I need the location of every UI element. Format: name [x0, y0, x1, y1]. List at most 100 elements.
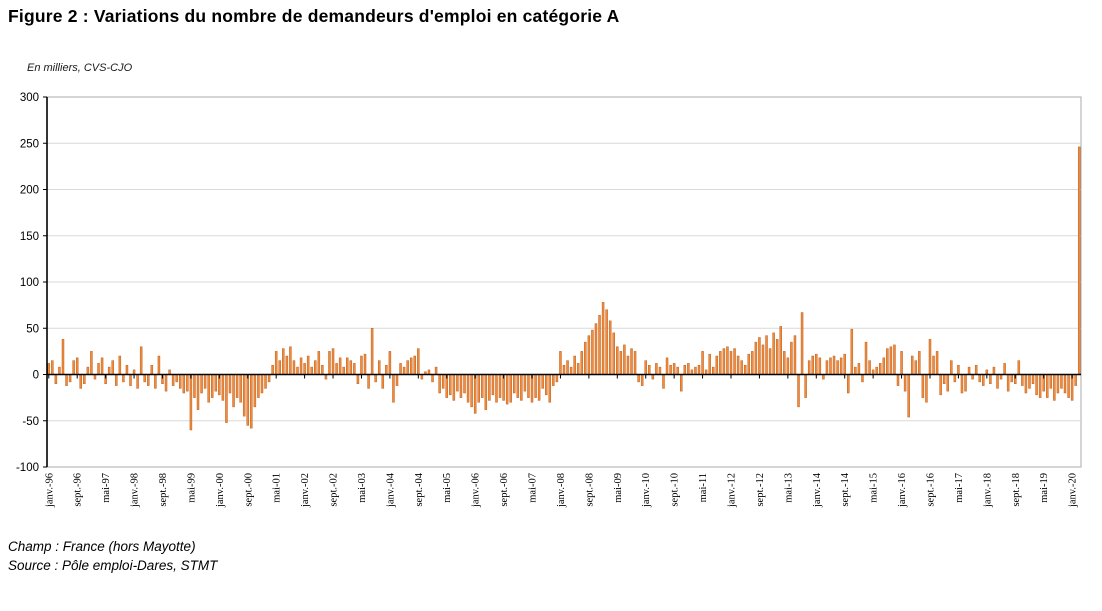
bar	[232, 374, 235, 408]
bar	[484, 374, 488, 410]
bar	[878, 363, 882, 375]
bar	[107, 366, 111, 375]
x-axis-tick-label: mai-15	[869, 473, 880, 503]
bar	[360, 355, 363, 375]
bar	[921, 374, 925, 398]
bar	[676, 366, 679, 375]
bar	[495, 374, 498, 403]
y-axis-tick-label: 100	[20, 277, 39, 289]
bar	[356, 374, 360, 384]
bar	[843, 353, 846, 375]
bar	[772, 332, 775, 375]
bar	[740, 360, 743, 375]
bar	[278, 360, 281, 375]
bar	[768, 348, 772, 375]
y-axis-tick-label: 50	[26, 323, 39, 335]
bar	[118, 355, 122, 375]
bar	[644, 360, 647, 375]
bar	[274, 351, 278, 375]
bar	[253, 374, 257, 408]
bar	[171, 374, 175, 386]
x-axis-tick-label: sept.-06	[499, 473, 510, 507]
bar	[715, 355, 719, 375]
x-axis-tick-label: sept.-98	[158, 473, 169, 507]
bar	[818, 357, 822, 375]
x-axis-tick-label: mai-03	[357, 473, 368, 503]
bar	[733, 348, 736, 375]
bar	[719, 351, 722, 375]
bar	[537, 374, 541, 401]
bar	[996, 374, 999, 389]
bar	[989, 374, 992, 384]
bar	[729, 351, 733, 375]
bar	[463, 374, 466, 394]
bar	[459, 374, 463, 398]
bar	[377, 360, 381, 375]
bar	[616, 346, 619, 375]
bar	[456, 374, 459, 392]
bar	[189, 374, 193, 431]
bar	[747, 353, 751, 375]
bar	[669, 365, 672, 375]
bar	[54, 374, 58, 384]
x-axis-tick-label: janv.-02	[300, 473, 311, 508]
x-axis-tick-label: janv.-08	[556, 473, 567, 508]
bar	[449, 374, 452, 396]
bar	[658, 366, 662, 375]
bar	[648, 365, 651, 375]
bar	[953, 374, 957, 383]
bar	[1045, 374, 1049, 398]
bar	[346, 357, 349, 375]
bar	[285, 355, 289, 375]
bar	[292, 360, 296, 375]
x-axis-tick-label: janv.-98	[130, 473, 141, 508]
bar	[804, 374, 807, 398]
bar	[662, 374, 665, 389]
bar	[143, 374, 146, 383]
bar	[289, 346, 292, 375]
bar	[260, 374, 264, 394]
bar	[47, 363, 51, 375]
bar	[726, 346, 729, 375]
y-axis-tick-label: 250	[20, 138, 39, 150]
bar	[434, 366, 438, 375]
bar	[409, 357, 413, 375]
bar	[541, 374, 544, 389]
bar	[242, 374, 246, 417]
bar	[399, 363, 402, 375]
bar	[665, 357, 669, 375]
bar	[115, 374, 118, 386]
bar	[83, 374, 86, 384]
source-note: Source : Pôle emploi-Dares, STMT	[8, 558, 218, 573]
figure-title: Figure 2 : Variations du nombre de deman…	[8, 6, 620, 26]
bar	[530, 374, 534, 403]
bar	[687, 363, 690, 375]
bar	[310, 366, 313, 375]
bar	[221, 374, 225, 401]
bar	[136, 374, 139, 389]
y-axis-tick-label: -50	[22, 416, 39, 428]
bar	[385, 365, 388, 375]
bar	[225, 374, 228, 423]
bar	[591, 329, 594, 375]
bar	[836, 360, 839, 375]
bar	[850, 328, 854, 375]
bar	[402, 366, 406, 375]
bar	[363, 353, 367, 375]
bar	[100, 357, 104, 375]
bar	[1035, 374, 1038, 396]
bar	[1021, 374, 1024, 386]
bar	[569, 366, 573, 375]
bar	[555, 374, 559, 383]
champ-note: Champ : France (hors Mayotte)	[8, 539, 196, 554]
units-label: En milliers, CVS-CJO	[27, 62, 133, 74]
bar	[562, 365, 566, 375]
bar	[605, 309, 608, 375]
bar	[413, 355, 417, 375]
bar	[832, 355, 836, 375]
x-axis-tick-label: mai-97	[101, 473, 112, 503]
bar	[395, 374, 399, 386]
bar	[839, 357, 843, 375]
bar	[452, 374, 456, 401]
x-axis-tick-label: janv.-06	[471, 473, 482, 508]
